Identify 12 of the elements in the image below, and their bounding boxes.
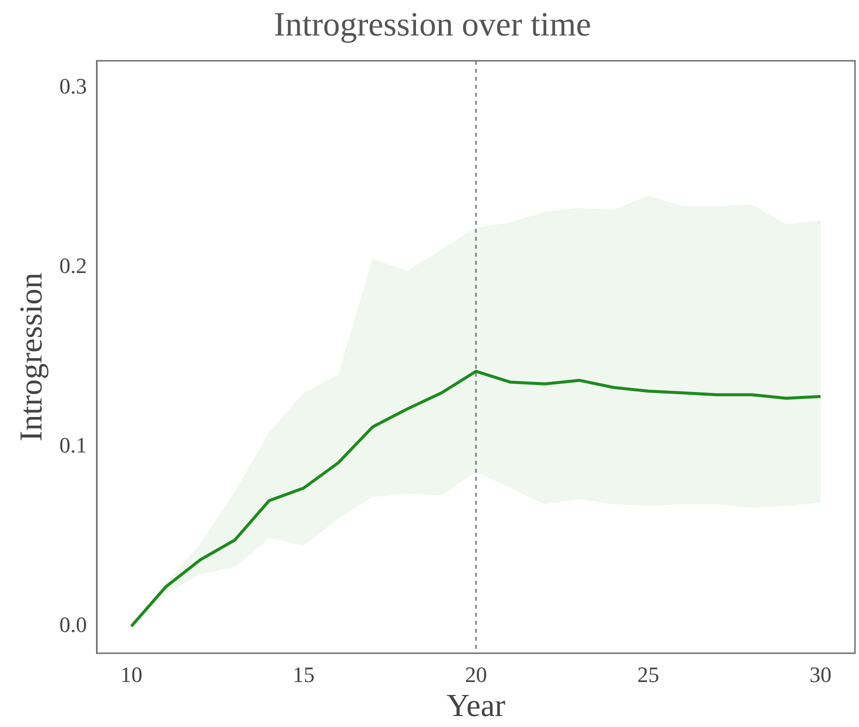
x-tick-label: 30	[810, 662, 832, 688]
y-tick-label: 0.2	[59, 253, 87, 278]
y-tick-label: 0.1	[59, 432, 87, 458]
chart-title: Introgression over time	[274, 6, 592, 44]
x-axis-title: Year	[446, 687, 506, 724]
y-axis-title: Introgression	[12, 272, 49, 442]
x-tick-label: 10	[120, 662, 142, 688]
x-tick-label: 20	[464, 662, 487, 688]
x-tick-label: 15	[292, 662, 315, 688]
x-tick-label: 25	[637, 662, 660, 688]
y-tick-label: 0.0	[59, 612, 87, 638]
y-tick-label: 0.3	[59, 74, 87, 99]
